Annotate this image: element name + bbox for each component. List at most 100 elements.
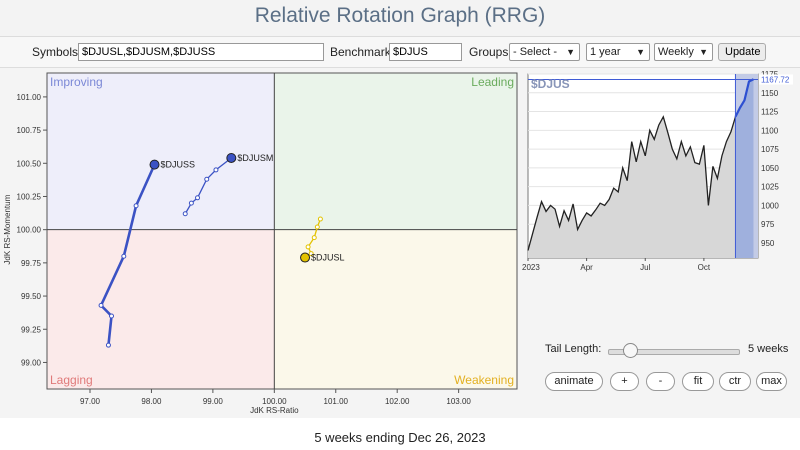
tail-period-highlight bbox=[735, 74, 758, 258]
price-line-highlight bbox=[734, 78, 754, 118]
y-tick-label: 100.50 bbox=[17, 159, 42, 168]
y-tick-label: 99.75 bbox=[21, 259, 42, 268]
quadrant-leading bbox=[274, 73, 517, 230]
benchmark-label: Benchmark: bbox=[330, 45, 395, 59]
animate-button[interactable]: animate bbox=[545, 372, 603, 391]
tail-point-djuss bbox=[109, 313, 115, 319]
last-value-box bbox=[759, 74, 793, 85]
price-x-tick-label: Oct bbox=[698, 263, 711, 272]
x-tick-label: 100.00 bbox=[262, 397, 287, 406]
tail-length-slider[interactable] bbox=[608, 349, 740, 355]
period-select-value: 1 year bbox=[590, 46, 621, 58]
price-x-tick-label: 2023 bbox=[522, 263, 540, 272]
y-tick-label: 101.00 bbox=[17, 93, 42, 102]
zoom-out-button[interactable]: - bbox=[646, 372, 675, 391]
tail-length-value: 5 weeks bbox=[748, 343, 789, 355]
tail-point-djusl bbox=[317, 216, 323, 222]
price-y-tick-label: 1050 bbox=[761, 164, 779, 173]
series-label-djusm: $DJUSM bbox=[237, 153, 273, 163]
last-value-label: 1167.72 bbox=[761, 75, 790, 84]
quadrant-label-improving: Improving bbox=[50, 75, 103, 89]
series-label-djusl: $DJUSL bbox=[311, 253, 345, 263]
groups-select-value: - Select - bbox=[513, 46, 558, 58]
y-tick-label: 100.75 bbox=[17, 126, 42, 135]
price-y-tick-label: 1125 bbox=[761, 108, 779, 117]
tail-point-djusm bbox=[182, 211, 188, 217]
series-label-djuss: $DJUSS bbox=[161, 160, 196, 170]
y-tick-label: 99.00 bbox=[21, 358, 42, 367]
x-tick-label: 102.00 bbox=[385, 397, 410, 406]
head-point-djusl bbox=[300, 252, 311, 263]
update-button[interactable]: Update bbox=[718, 43, 766, 61]
period-caption: 5 weeks ending Dec 26, 2023 bbox=[314, 430, 486, 445]
tail-point-djuss bbox=[98, 302, 104, 308]
chart-panel: Improving Leading Lagging Weakening 97.00 98.… bbox=[0, 67, 800, 418]
price-line bbox=[527, 115, 737, 251]
tail-point-djuss bbox=[121, 253, 127, 259]
head-point-djuss bbox=[149, 159, 160, 170]
price-plot-area bbox=[527, 73, 759, 259]
frequency-select-value: Weekly bbox=[658, 46, 694, 58]
chevron-down-icon: ▼ bbox=[636, 47, 645, 57]
y-tick-label: 99.50 bbox=[21, 292, 42, 301]
tail-point-djusl bbox=[314, 224, 320, 230]
tail-point-djusl bbox=[308, 251, 314, 257]
tail-length-slider-thumb[interactable] bbox=[623, 343, 638, 358]
symbols-label: Symbols: bbox=[32, 45, 82, 59]
x-tick-label: 101.00 bbox=[324, 397, 349, 406]
tail-line-djuss bbox=[99, 164, 156, 346]
price-y-tick-label: 1075 bbox=[761, 145, 779, 154]
price-y-tick-label: 1000 bbox=[761, 201, 779, 210]
center-button[interactable]: ctr bbox=[719, 372, 751, 391]
zoom-in-button[interactable]: + bbox=[610, 372, 639, 391]
benchmark-symbol-label: $DJUS bbox=[531, 77, 570, 91]
title-bar: Relative Rotation Graph (RRG) bbox=[0, 0, 800, 37]
x-tick-label: 97.00 bbox=[80, 397, 101, 406]
groups-select[interactable]: - Select - ▼ bbox=[509, 43, 580, 61]
quadrant-lagging bbox=[47, 229, 275, 389]
price-y-tick-label: 1025 bbox=[761, 183, 779, 192]
tail-point-djuss bbox=[133, 203, 139, 209]
rrg-chart[interactable]: Improving Leading Lagging Weakening 97.00 98.… bbox=[0, 68, 520, 418]
tail-point-djusl bbox=[305, 244, 311, 250]
quadrant-label-weakening: Weakening bbox=[454, 373, 514, 387]
price-y-tick-label: 975 bbox=[761, 220, 775, 229]
max-button[interactable]: max bbox=[756, 372, 787, 391]
chevron-down-icon: ▼ bbox=[699, 47, 708, 57]
x-axis-title: JdK RS-Ratio bbox=[250, 406, 299, 415]
frequency-select[interactable]: Weekly ▼ bbox=[654, 43, 713, 61]
tail-point-djusm bbox=[213, 167, 219, 173]
fit-button[interactable]: fit bbox=[682, 372, 714, 391]
tail-point-djusm bbox=[204, 176, 210, 182]
plot-border bbox=[46, 72, 518, 390]
y-axis-title: JdK RS-Momentum bbox=[3, 194, 12, 264]
price-y-tick-label: 1150 bbox=[761, 89, 779, 98]
quadrant-label-leading: Leading bbox=[471, 75, 514, 89]
y-tick-label: 100.25 bbox=[17, 192, 42, 201]
tail-point-djusm bbox=[188, 200, 194, 206]
quadrant-improving bbox=[47, 73, 275, 230]
symbols-input[interactable] bbox=[78, 43, 324, 61]
chevron-down-icon: ▼ bbox=[566, 47, 575, 57]
quadrant-label-lagging: Lagging bbox=[50, 373, 93, 387]
benchmark-input[interactable] bbox=[389, 43, 462, 61]
period-select[interactable]: 1 year ▼ bbox=[586, 43, 650, 61]
x-tick-label: 99.00 bbox=[203, 397, 224, 406]
head-point-djusm bbox=[226, 152, 237, 163]
page-title: Relative Rotation Graph (RRG) bbox=[254, 4, 546, 27]
tail-point-djusl bbox=[311, 235, 317, 241]
price-y-tick-label: 1175 bbox=[761, 70, 779, 79]
tail-length-label: Tail Length: bbox=[545, 343, 602, 355]
y-tick-label: 100.00 bbox=[17, 226, 42, 235]
price-area-highlight bbox=[735, 79, 754, 258]
toolbar: Symbols: Benchmark: Groups: - Select -▼ … bbox=[0, 37, 800, 67]
price-x-tick-label: Jul bbox=[640, 263, 650, 272]
price-area bbox=[528, 79, 754, 258]
y-tick-label: 99.25 bbox=[21, 325, 42, 334]
tail-point-djusm bbox=[195, 195, 201, 201]
price-y-tick-label: 950 bbox=[761, 239, 775, 248]
x-tick-label: 98.00 bbox=[141, 397, 162, 406]
quadrant-weakening bbox=[274, 229, 517, 389]
x-tick-label: 103.00 bbox=[446, 397, 471, 406]
tail-point-djuss bbox=[105, 342, 111, 348]
